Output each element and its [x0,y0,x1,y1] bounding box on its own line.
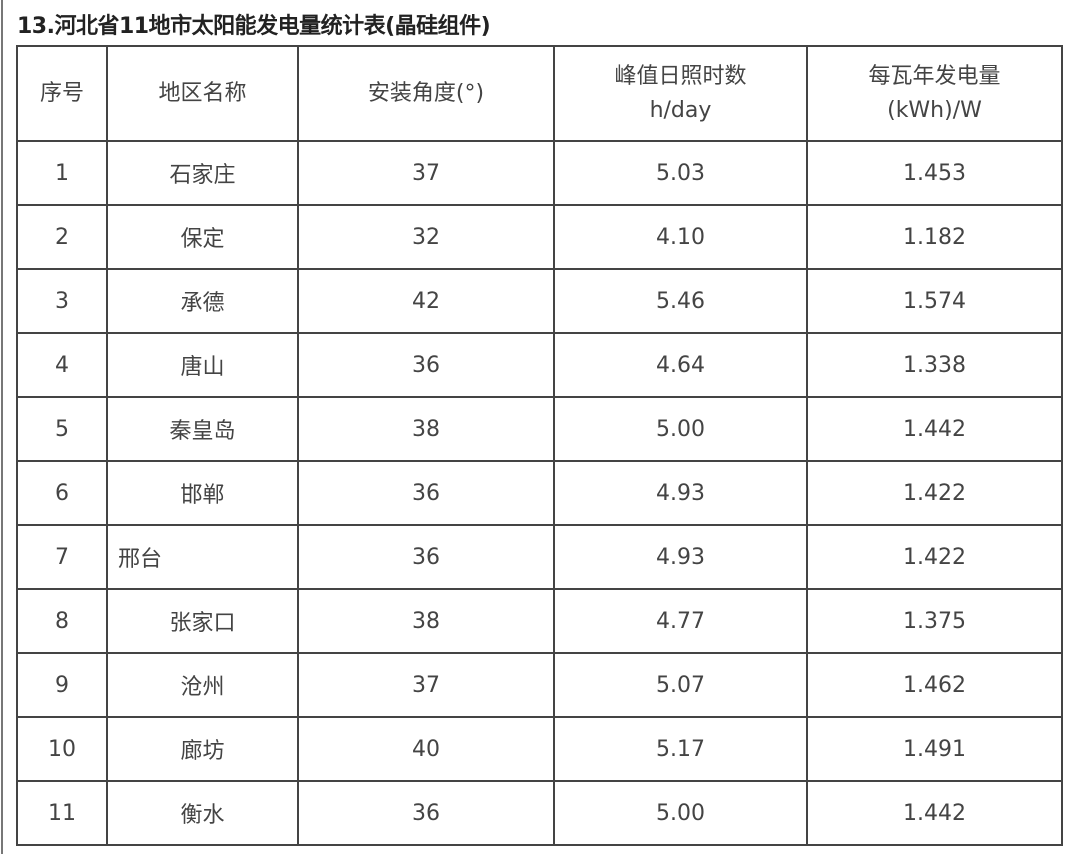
cell-index: 10 [16,716,108,782]
cell-region: 张家口 [106,588,299,654]
table-row: 6 邯郸 36 4.93 1.422 [16,460,1063,526]
table-row: 7 邢台 36 4.93 1.422 [16,524,1063,590]
cell-index: 8 [16,588,108,654]
cell-angle: 36 [297,780,555,846]
header-region: 地区名称 [106,45,299,142]
cell-annual-yield: 1.574 [806,268,1063,334]
header-index: 序号 [16,45,108,142]
cell-peak-hours: 5.07 [553,652,808,718]
header-unit: (kWh)/W [887,97,982,123]
header-label: 峰值日照时数 [614,63,747,89]
cell-index: 1 [16,140,108,206]
cell-annual-yield: 1.422 [806,460,1063,526]
cell-peak-hours: 5.17 [553,716,808,782]
header-unit: h/day [649,97,712,123]
table-row: 10 廊坊 40 5.17 1.491 [16,716,1063,782]
cell-index: 6 [16,460,108,526]
table-row: 8 张家口 38 4.77 1.375 [16,588,1063,654]
header-peak-sun-hours: 峰值日照时数 h/day [553,45,808,142]
cell-region: 衡水 [106,780,299,846]
cell-peak-hours: 5.00 [553,780,808,846]
cell-region: 唐山 [106,332,299,398]
cell-index: 7 [16,524,108,590]
cell-region: 承德 [106,268,299,334]
solar-stats-table: 序号 地区名称 安装角度(°) 峰值日照时数 h/day 每瓦年发电量 (kWh)/… [16,45,1063,846]
cell-index: 9 [16,652,108,718]
cell-annual-yield: 1.442 [806,396,1063,462]
header-label: 地区名称 [158,80,247,106]
cell-region: 邢台 [106,524,299,590]
cell-index: 3 [16,268,108,334]
cell-angle: 32 [297,204,555,270]
header-label: 序号 [39,80,84,106]
cell-annual-yield: 1.375 [806,588,1063,654]
cell-peak-hours: 4.10 [553,204,808,270]
cell-angle: 36 [297,332,555,398]
cell-index: 5 [16,396,108,462]
cell-angle: 38 [297,588,555,654]
table-row: 9 沧州 37 5.07 1.462 [16,652,1063,718]
header-row: 序号 地区名称 安装角度(°) 峰值日照时数 h/day 每瓦年发电量 (kWh)/… [16,45,1063,142]
cell-region: 保定 [106,204,299,270]
cell-angle: 42 [297,268,555,334]
cell-peak-hours: 4.93 [553,460,808,526]
cell-annual-yield: 1.422 [806,524,1063,590]
cell-region: 邯郸 [106,460,299,526]
cell-angle: 40 [297,716,555,782]
header-annual-yield: 每瓦年发电量 (kWh)/W [806,45,1063,142]
table-row: 5 秦皇岛 38 5.00 1.442 [16,396,1063,462]
cell-region: 石家庄 [106,140,299,206]
cell-annual-yield: 1.462 [806,652,1063,718]
header-angle: 安装角度(°) [297,45,555,142]
cell-angle: 37 [297,140,555,206]
cell-peak-hours: 4.93 [553,524,808,590]
header-label: 安装角度(°) [367,80,485,106]
cell-region: 沧州 [106,652,299,718]
cell-peak-hours: 4.64 [553,332,808,398]
cell-peak-hours: 4.77 [553,588,808,654]
table-title: 13.河北省11地市太阳能发电量统计表(晶硅组件) [17,14,491,39]
cell-angle: 38 [297,396,555,462]
cell-annual-yield: 1.453 [806,140,1063,206]
cell-peak-hours: 5.00 [553,396,808,462]
cell-angle: 36 [297,460,555,526]
cell-index: 11 [16,780,108,846]
table-row: 3 承德 42 5.46 1.574 [16,268,1063,334]
left-edge-divider [1,0,3,854]
cell-angle: 37 [297,652,555,718]
cell-annual-yield: 1.338 [806,332,1063,398]
cell-region: 廊坊 [106,716,299,782]
cell-peak-hours: 5.46 [553,268,808,334]
cell-index: 2 [16,204,108,270]
table-row: 1 石家庄 37 5.03 1.453 [16,140,1063,206]
cell-annual-yield: 1.491 [806,716,1063,782]
cell-region: 秦皇岛 [106,396,299,462]
header-label: 每瓦年发电量 [868,63,1001,89]
cell-index: 4 [16,332,108,398]
cell-annual-yield: 1.182 [806,204,1063,270]
cell-peak-hours: 5.03 [553,140,808,206]
table-row: 11 衡水 36 5.00 1.442 [16,780,1063,846]
table-row: 4 唐山 36 4.64 1.338 [16,332,1063,398]
cell-angle: 36 [297,524,555,590]
table-row: 2 保定 32 4.10 1.182 [16,204,1063,270]
cell-annual-yield: 1.442 [806,780,1063,846]
